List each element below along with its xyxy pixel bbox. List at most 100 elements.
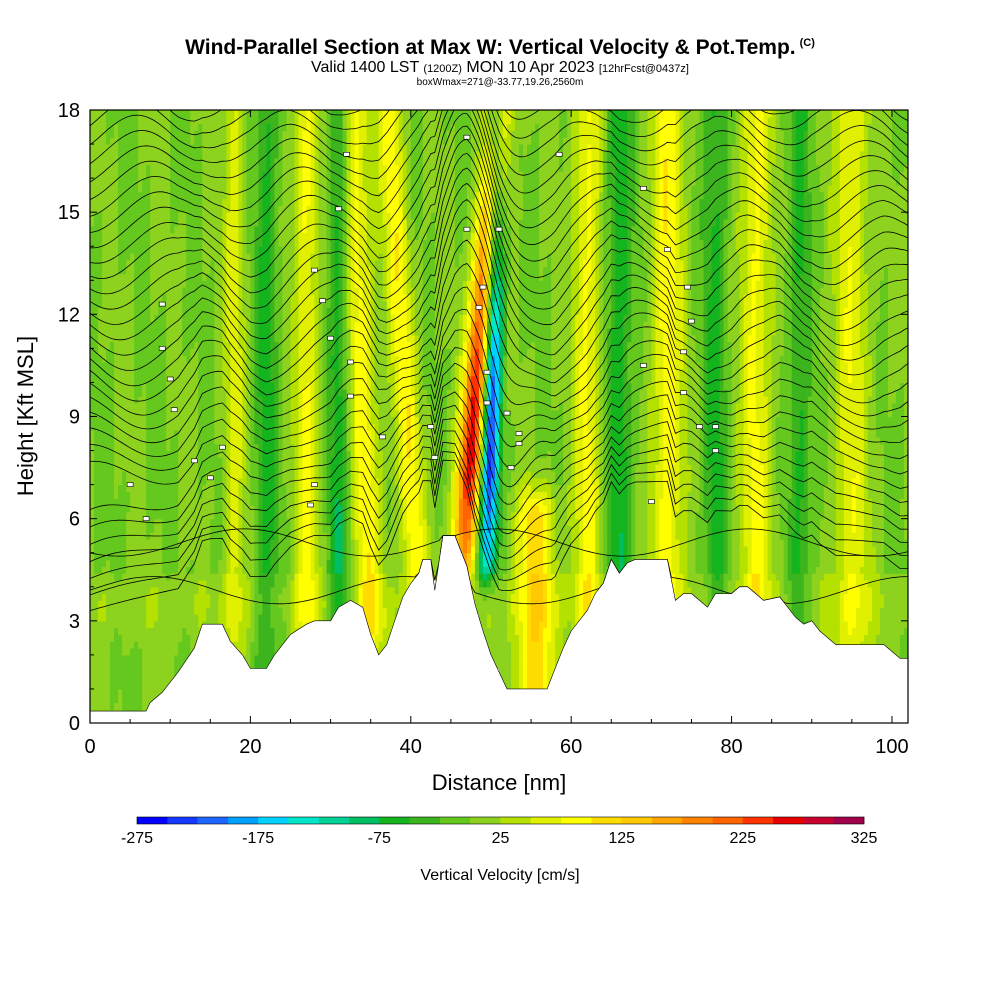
velocity-cell (90, 566, 95, 574)
velocity-cell (246, 218, 251, 227)
velocity-cell (238, 457, 243, 465)
velocity-cell (150, 123, 155, 132)
velocity-cell (314, 457, 320, 465)
velocity-cell (230, 607, 235, 615)
velocity-cell (126, 232, 131, 241)
velocity-cell (170, 573, 175, 581)
velocity-cell (178, 218, 183, 227)
velocity-cell (238, 123, 243, 132)
velocity-cell (110, 532, 115, 540)
velocity-cell (178, 184, 183, 193)
velocity-cell (102, 375, 107, 384)
velocity-cell (142, 239, 147, 247)
velocity-cell (270, 280, 276, 288)
velocity-cell (274, 123, 280, 132)
velocity-cell (198, 607, 203, 615)
velocity-cell (262, 137, 268, 145)
velocity-cell (298, 600, 304, 608)
velocity-cell (230, 246, 235, 254)
velocity-cell (122, 389, 127, 397)
velocity-cell (174, 314, 179, 322)
velocity-cell (194, 545, 199, 554)
velocity-cell (126, 559, 131, 567)
velocity-cell (262, 164, 268, 172)
velocity-cell (186, 586, 191, 595)
velocity-cell (114, 266, 119, 275)
velocity-cell (102, 307, 107, 315)
velocity-cell (278, 430, 284, 438)
velocity-cell (142, 212, 147, 220)
velocity-cell (190, 321, 195, 329)
velocity-cell (122, 239, 127, 247)
velocity-cell (214, 443, 219, 452)
velocity-cell (290, 416, 296, 424)
velocity-cell (94, 539, 99, 547)
velocity-cell (314, 593, 320, 601)
velocity-cell (274, 620, 280, 629)
velocity-cell (246, 362, 251, 370)
velocity-cell (262, 498, 268, 506)
velocity-cell (158, 402, 163, 411)
velocity-cell (134, 559, 139, 567)
velocity-cell (110, 212, 115, 220)
velocity-cell (170, 280, 175, 288)
velocity-cell (326, 130, 332, 138)
velocity-cell (326, 205, 332, 213)
velocity-cell (226, 266, 231, 275)
velocity-cell (282, 266, 288, 275)
velocity-cell (106, 682, 111, 690)
velocity-cell (258, 144, 264, 152)
velocity-cell (230, 198, 235, 206)
velocity-cell (246, 375, 251, 384)
velocity-cell (246, 225, 251, 234)
velocity-cell (210, 539, 215, 547)
velocity-cell (202, 368, 207, 377)
velocity-cell (274, 382, 280, 390)
velocity-cell (266, 253, 272, 261)
velocity-cell (314, 614, 320, 622)
velocity-cell (286, 491, 292, 499)
velocity-cell (278, 259, 284, 268)
velocity-cell (294, 532, 300, 540)
velocity-cell (250, 477, 255, 486)
velocity-cell (130, 341, 135, 349)
velocity-cell (110, 477, 115, 486)
velocity-cell (126, 314, 131, 322)
velocity-cell (98, 457, 103, 465)
velocity-cell (146, 423, 151, 431)
velocity-cell (194, 491, 199, 499)
velocity-cell (274, 287, 280, 295)
velocity-cell (122, 668, 127, 676)
velocity-cell (126, 627, 131, 636)
velocity-cell (146, 600, 151, 608)
velocity-cell (274, 150, 280, 159)
velocity-cell (94, 545, 99, 554)
velocity-cell (210, 198, 215, 206)
velocity-cell (138, 566, 143, 574)
velocity-cell (294, 110, 300, 118)
velocity-cell (326, 293, 332, 302)
velocity-cell (194, 348, 199, 356)
velocity-cell (322, 457, 328, 465)
velocity-cell (90, 232, 95, 241)
velocity-cell (138, 450, 143, 458)
velocity-cell (166, 654, 171, 663)
velocity-cell (270, 600, 276, 608)
velocity-cell (310, 218, 316, 227)
velocity-cell (98, 607, 103, 615)
velocity-cell (202, 552, 207, 561)
velocity-cell (154, 682, 159, 690)
velocity-cell (250, 137, 255, 145)
velocity-cell (282, 627, 288, 636)
velocity-cell (238, 586, 243, 595)
velocity-cell (318, 123, 324, 132)
velocity-cell (118, 436, 123, 445)
velocity-cell (114, 130, 119, 138)
velocity-cell (302, 178, 308, 186)
velocity-cell (250, 130, 255, 138)
velocity-cell (182, 198, 187, 206)
velocity-cell (326, 300, 332, 309)
velocity-cell (214, 362, 219, 370)
velocity-cell (294, 362, 300, 370)
velocity-cell (166, 130, 171, 138)
